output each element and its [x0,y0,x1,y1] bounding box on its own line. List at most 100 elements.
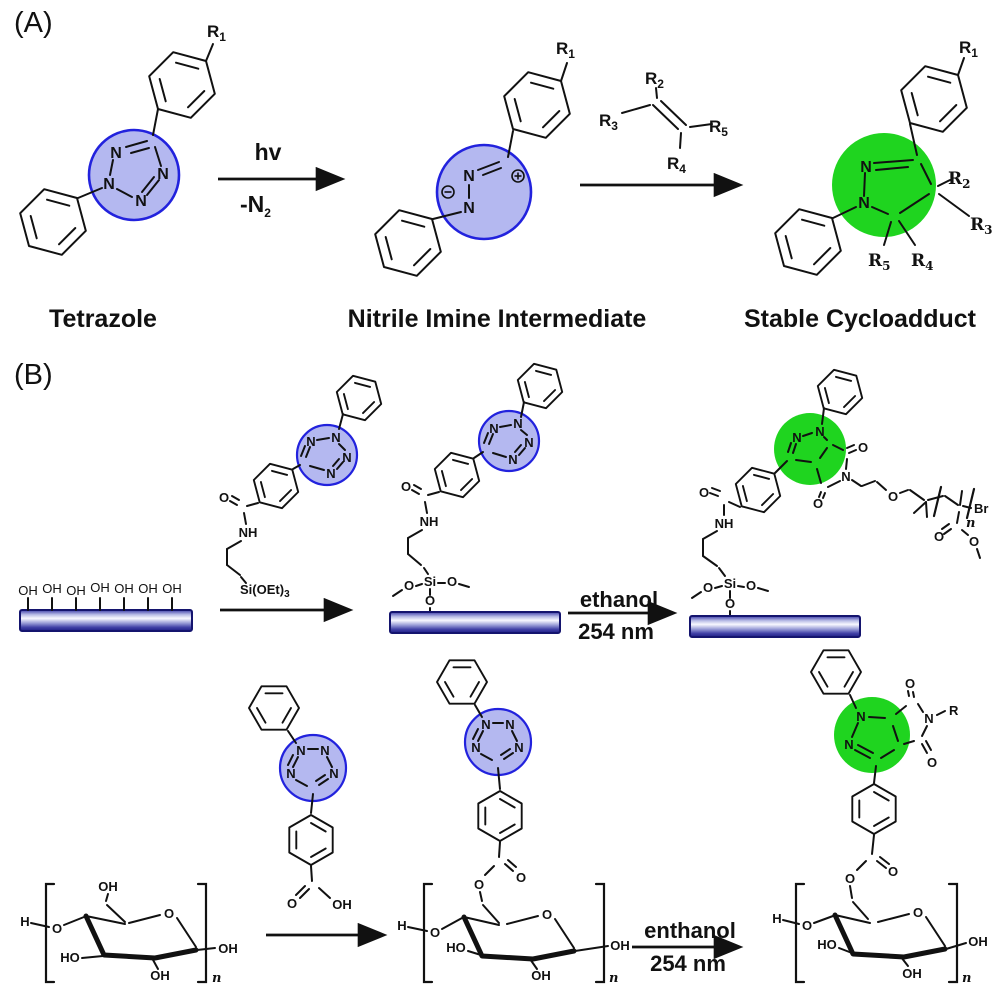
o-atom: O [888,489,898,504]
o-atom: O [425,593,435,608]
ho-group: HO [446,940,466,955]
repeat-n: n [609,971,618,986]
o-atom: O [164,906,174,921]
h-atom: H [397,918,406,933]
r1-label: R1 [556,39,575,61]
n-atom: N [513,416,522,431]
si-atom: Si [724,576,736,591]
o-atom: O [858,440,868,455]
n-atom: N [286,766,295,781]
functionalized-surface: N N N N O NH Si O O O [389,362,564,634]
o-atom: O [703,580,713,595]
n-atom: N [320,743,329,758]
n-atom: N [815,424,824,439]
benzene-ring [433,451,481,499]
tetrazole-structure: R1 N N N N [19,22,226,256]
cycloadduct-structure: R1 N N R2 R3 R5 R4 [774,38,993,276]
o-atom: O [913,905,923,920]
n-atom: N [342,450,351,465]
benzene-ring [516,362,564,410]
n-atom: N [329,766,338,781]
benzene-ring [335,374,383,422]
enthanol-arrow: enthanol 254 nm [632,918,744,976]
oh-group: OH [42,581,62,596]
cellulose-cycloadduct: N N O N R O O O H O [772,649,988,986]
oh-group: OH [18,583,38,598]
o-atom: O [474,877,484,892]
n-atom: N [331,430,340,445]
tetrazole-highlight-circle [295,423,359,487]
chair-front-edge [461,914,577,962]
ho-group: HO [60,950,80,965]
benzene-ring [248,685,300,731]
benzene-ring [503,71,571,139]
o-atom: O [969,534,979,549]
r3-label: R3 [970,215,993,237]
right-bracket [196,882,208,984]
surface-bar [689,615,861,638]
o-atom: O [746,578,756,593]
tetrazole-highlight-circle [477,409,541,473]
hv-label: hv [255,139,282,165]
benzene-ring [477,790,523,842]
caption-tetrazole: Tetrazole [49,305,157,333]
panel-a-label: (A) [14,7,53,39]
n-atom: N [110,145,122,162]
silane-tetrazole-reagent: N N N N O NH Si(OEt)3 [219,374,383,600]
benzene-ring [374,209,442,277]
benzene-ring [774,208,842,276]
n-atom: N [157,166,169,183]
o-atom: O [52,921,62,936]
r4-label: R4 [911,251,934,273]
ethanol-arrow: ethanol 254 nm [568,587,678,644]
n-atom: N [858,195,870,212]
chair-front-edge [832,912,948,960]
si-atom: Si [424,574,436,589]
nh-group: NH [715,516,734,531]
oh-group: OH [332,897,352,912]
o-atom: O [905,676,915,691]
r2-label: R2 [948,169,971,191]
o-atom: O [699,485,709,500]
ho-group: HO [817,937,837,952]
photolysis-arrow: hv -N2 [218,139,346,220]
left-bracket [44,882,56,984]
o-atom: O [404,578,414,593]
benzene-ring [816,368,864,416]
o-atom: O [934,529,944,544]
benzene-ring [252,462,300,510]
benzene-ring [288,814,334,866]
caption-nitrile-imine: Nitrile Imine Intermediate [348,305,647,333]
n-atom: N [296,743,305,758]
cellulose-unit: H O O OH OH OH HO n [20,879,237,986]
hydroxyl-surface: OH OH OH OH OH OH OH [18,580,193,632]
right-bracket [947,882,959,984]
n-atom: N [489,421,498,436]
o-atom: O [845,871,855,886]
o-atom: O [516,870,526,885]
nitrile-imine-highlight-circle [435,143,533,241]
o-atom: O [725,596,735,611]
o-atom: O [401,479,411,494]
benzene-ring [734,466,782,514]
cycloaddition-arrow: R2 R3 R5 R4 [580,69,744,198]
alkene-reagent: R2 R3 R5 R4 [599,69,728,176]
cycloadduct-highlight-circle [774,413,846,485]
o-atom: O [927,755,937,770]
left-bracket [422,882,434,984]
repeat-n: n [212,971,221,986]
oh-group: OH [98,879,118,894]
repeat-n: n [966,516,975,531]
r1-label: R1 [207,22,226,44]
r1-label: R1 [959,38,978,60]
n-atom: N [463,200,475,217]
ethanol-label: ethanol [580,587,658,612]
oh-group: OH [531,968,551,983]
panel-b-label: (B) [14,359,53,391]
n-atom: N [508,452,517,467]
oh-group: OH [162,581,182,596]
r-group-label: R [949,703,959,718]
nitrile-imine-structure: R1 N N [374,39,575,277]
n-atom: N [471,740,480,755]
